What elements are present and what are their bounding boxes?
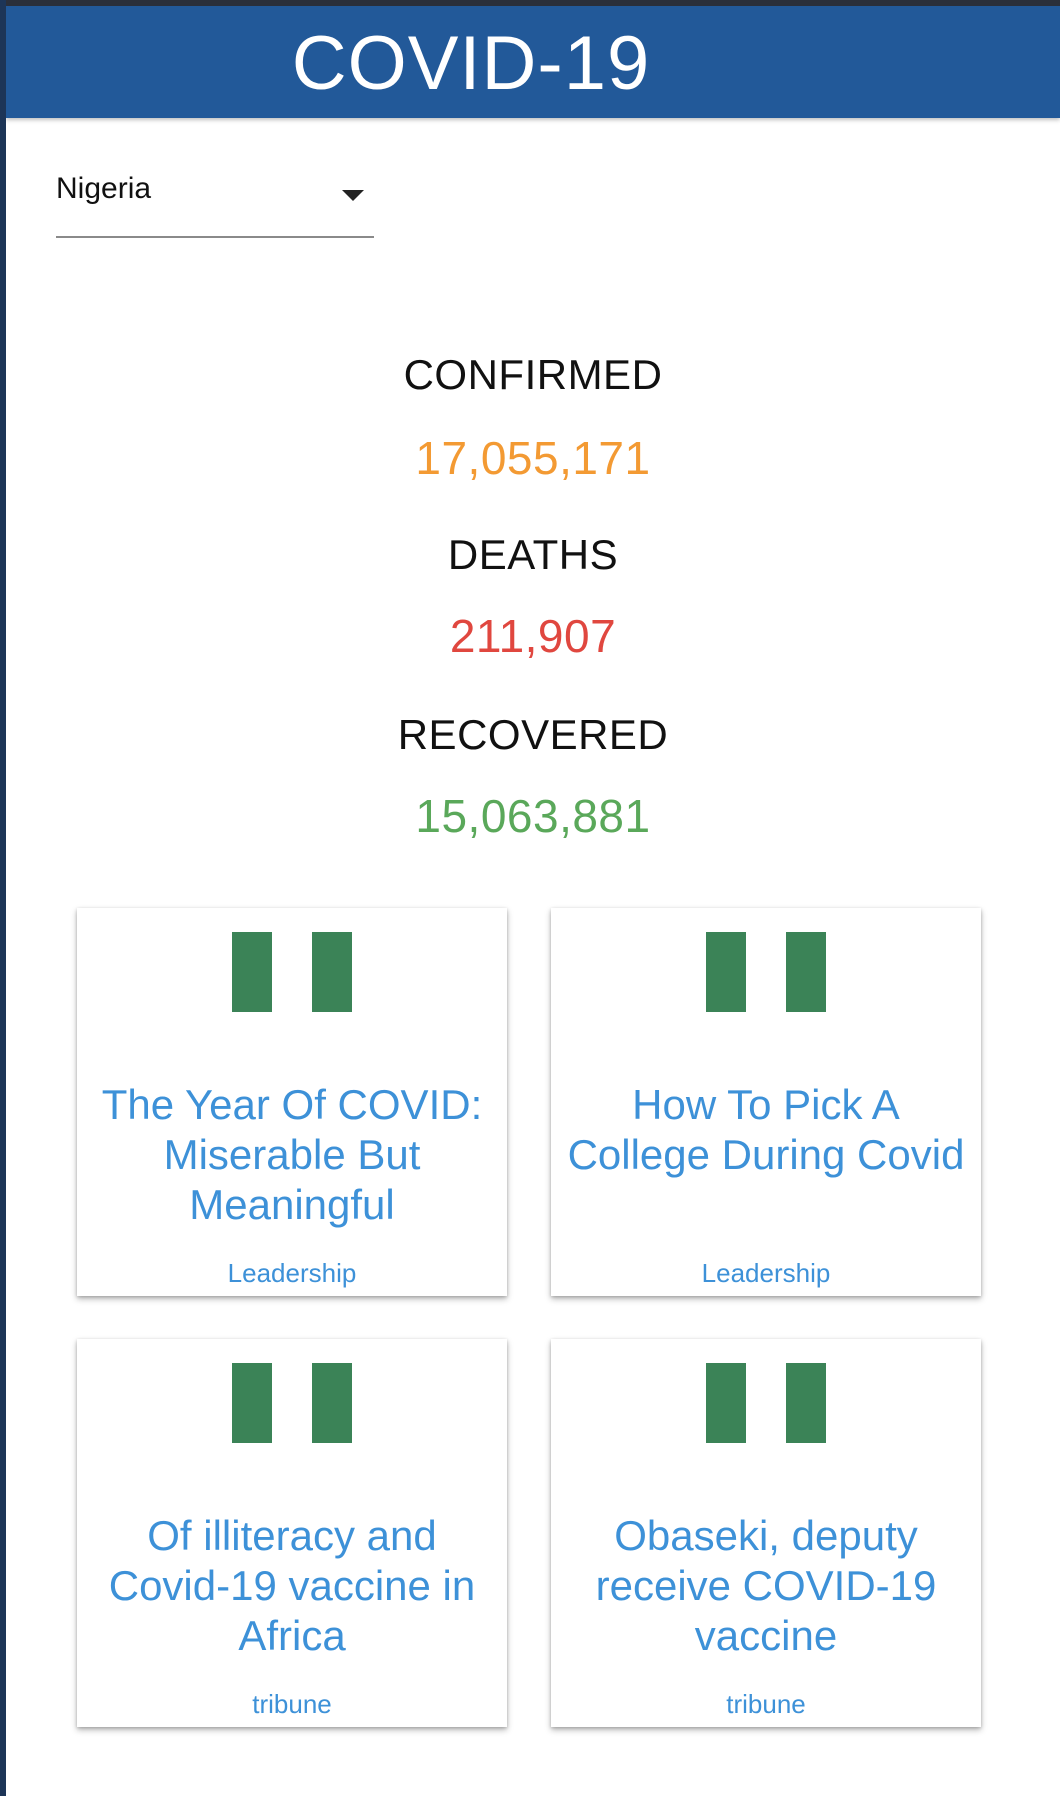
confirmed-label: CONFIRMED <box>403 351 663 398</box>
app-root: COVID-19 Nigeria CONFIRMED 17,055,171 DE… <box>6 6 1060 1796</box>
news-source: tribune <box>726 1689 806 1719</box>
caret-down-icon <box>342 190 364 201</box>
flag-green-stripe <box>312 932 352 1012</box>
news-card[interactable]: How To Pick A College During Covid Leade… <box>551 908 981 1296</box>
country-select-value: Nigeria <box>56 172 152 205</box>
news-title-link[interactable]: How To Pick A College During Covid <box>567 1081 965 1178</box>
country-select[interactable]: Nigeria <box>56 154 374 238</box>
flag-green-stripe <box>706 1363 746 1443</box>
app-header: COVID-19 <box>6 6 1060 118</box>
flag-green-stripe <box>232 1363 272 1443</box>
window-left-edge <box>0 0 6 1796</box>
news-grid: The Year Of COVID: Miserable But Meaning… <box>6 6 1060 1796</box>
window-top-edge <box>0 0 1060 6</box>
flag-green-stripe <box>706 932 746 1012</box>
news-card[interactable]: Of illiteracy and Covid-19 vaccine in Af… <box>77 1339 507 1727</box>
news-source: Leadership <box>701 1258 831 1288</box>
news-source: Leadership <box>227 1258 357 1288</box>
nigeria-flag-icon <box>232 932 352 1012</box>
flag-green-stripe <box>786 932 826 1012</box>
deaths-value: 211,907 <box>449 610 617 662</box>
app-title: COVID-19 <box>291 21 651 106</box>
flag-green-stripe <box>232 932 272 1012</box>
confirmed-value: 17,055,171 <box>415 432 651 484</box>
nigeria-flag-icon <box>706 1363 826 1443</box>
flag-green-stripe <box>786 1363 826 1443</box>
nigeria-flag-icon <box>706 932 826 1012</box>
news-title-link[interactable]: Obaseki, deputy receive COVID-19 vaccine <box>595 1512 937 1659</box>
news-source: tribune <box>252 1689 332 1719</box>
news-title-link[interactable]: The Year Of COVID: Miserable But Meaning… <box>101 1081 483 1228</box>
nigeria-flag-icon <box>232 1363 352 1443</box>
news-card[interactable]: The Year Of COVID: Miserable But Meaning… <box>77 908 507 1296</box>
recovered-label: RECOVERED <box>397 711 669 758</box>
news-card[interactable]: Obaseki, deputy receive COVID-19 vaccine… <box>551 1339 981 1727</box>
recovered-value: 15,063,881 <box>415 790 651 842</box>
news-title-link[interactable]: Of illiteracy and Covid-19 vaccine in Af… <box>108 1512 476 1659</box>
flag-green-stripe <box>312 1363 352 1443</box>
deaths-label: DEATHS <box>447 531 619 578</box>
